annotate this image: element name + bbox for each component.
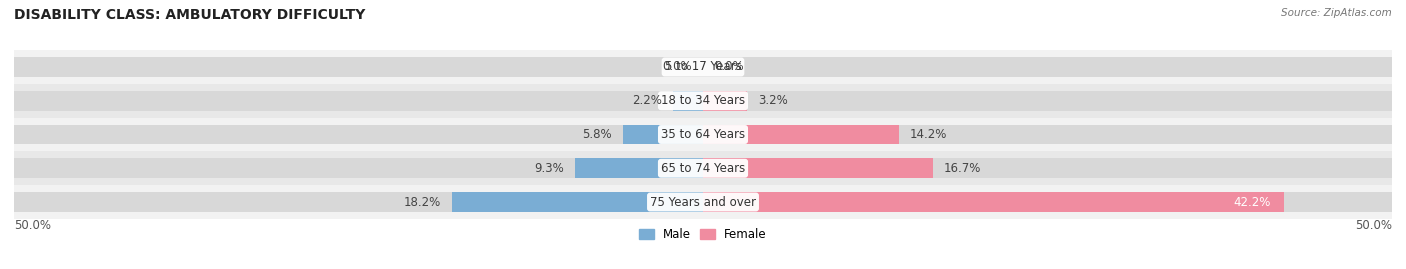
Text: 5 to 17 Years: 5 to 17 Years: [665, 61, 741, 73]
Legend: Male, Female: Male, Female: [634, 223, 772, 246]
Bar: [14, 91, 1392, 111]
Text: 9.3%: 9.3%: [534, 162, 564, 175]
Text: 65 to 74 Years: 65 to 74 Years: [661, 162, 745, 175]
Bar: [703, 91, 747, 111]
Text: 18 to 34 Years: 18 to 34 Years: [661, 94, 745, 107]
Text: 5.8%: 5.8%: [582, 128, 612, 141]
Text: 50.0%: 50.0%: [1355, 219, 1392, 232]
Bar: [14, 50, 1392, 84]
Bar: [14, 125, 1392, 144]
Bar: [14, 57, 1392, 77]
Text: 0.0%: 0.0%: [662, 61, 692, 73]
Bar: [14, 158, 1392, 178]
Text: 3.2%: 3.2%: [758, 94, 787, 107]
Text: 75 Years and over: 75 Years and over: [650, 196, 756, 208]
Bar: [703, 192, 1285, 212]
Text: 0.0%: 0.0%: [714, 61, 744, 73]
Bar: [14, 84, 1392, 118]
Bar: [575, 158, 703, 178]
Bar: [703, 125, 898, 144]
Text: Source: ZipAtlas.com: Source: ZipAtlas.com: [1281, 8, 1392, 18]
Text: 2.2%: 2.2%: [631, 94, 662, 107]
Text: DISABILITY CLASS: AMBULATORY DIFFICULTY: DISABILITY CLASS: AMBULATORY DIFFICULTY: [14, 8, 366, 22]
Text: 35 to 64 Years: 35 to 64 Years: [661, 128, 745, 141]
Text: 42.2%: 42.2%: [1233, 196, 1271, 208]
Text: 16.7%: 16.7%: [945, 162, 981, 175]
Bar: [14, 151, 1392, 185]
Text: 14.2%: 14.2%: [910, 128, 948, 141]
Bar: [623, 125, 703, 144]
Bar: [672, 91, 703, 111]
Bar: [14, 118, 1392, 151]
Bar: [14, 192, 1392, 212]
Bar: [703, 158, 934, 178]
Text: 50.0%: 50.0%: [14, 219, 51, 232]
Bar: [453, 192, 703, 212]
Text: 18.2%: 18.2%: [404, 196, 441, 208]
Bar: [14, 185, 1392, 219]
